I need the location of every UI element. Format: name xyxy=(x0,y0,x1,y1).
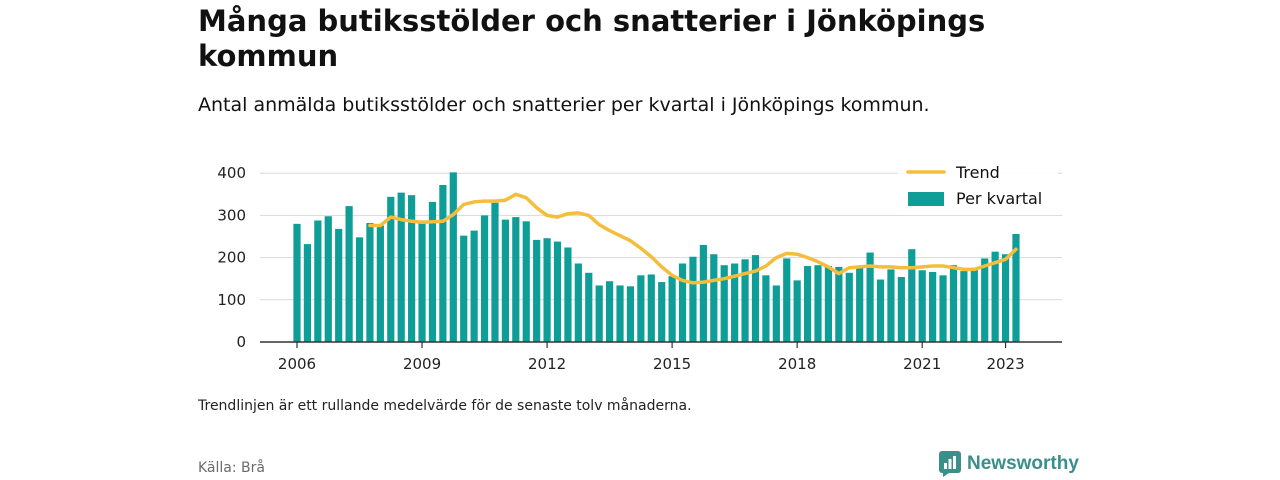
bar xyxy=(543,238,551,342)
bar xyxy=(533,239,541,342)
bar xyxy=(574,263,582,342)
bar xyxy=(1012,233,1020,342)
bar xyxy=(428,201,437,342)
bar xyxy=(762,275,770,342)
bar xyxy=(366,222,374,342)
bar xyxy=(803,266,812,342)
bar xyxy=(918,270,926,342)
bar xyxy=(460,235,468,342)
bar xyxy=(553,241,562,342)
x-tick-label: 2006 xyxy=(278,355,316,373)
bar xyxy=(647,274,655,342)
x-tick-label: 2023 xyxy=(986,355,1024,373)
bar xyxy=(876,279,885,342)
source-text: Källa: Brå xyxy=(198,460,265,476)
bar xyxy=(970,267,978,342)
bar xyxy=(345,206,353,342)
bar xyxy=(678,263,687,342)
bar xyxy=(668,276,676,342)
bar xyxy=(376,225,384,342)
bar xyxy=(324,216,332,342)
newsworthy-logo-icon xyxy=(939,451,961,477)
bar xyxy=(710,254,718,342)
bar xyxy=(512,217,520,342)
y-tick-label: 400 xyxy=(217,164,246,182)
bar-series xyxy=(293,172,1020,342)
bar xyxy=(335,228,343,342)
bar xyxy=(470,230,478,342)
bar xyxy=(689,256,697,342)
bar xyxy=(981,258,989,342)
bar xyxy=(960,271,968,342)
bar xyxy=(491,202,499,342)
legend-trend-label: Trend xyxy=(955,163,1000,182)
bar xyxy=(595,285,603,342)
bar xyxy=(720,265,728,342)
bar xyxy=(314,220,322,342)
bar xyxy=(449,172,457,342)
bar xyxy=(480,215,489,342)
bar xyxy=(355,237,364,342)
bar xyxy=(939,275,947,342)
bar xyxy=(387,196,395,342)
y-tick-label: 300 xyxy=(217,206,246,224)
bar xyxy=(658,282,666,342)
brand-name: Newsworthy xyxy=(967,453,1079,474)
chart-subtitle: Antal anmälda butiksstölder och snatteri… xyxy=(198,94,930,116)
bar xyxy=(783,258,791,342)
bar xyxy=(856,266,864,342)
footnote: Trendlinjen är ett rullande medelvärde f… xyxy=(198,398,692,414)
bar xyxy=(418,220,426,342)
bar xyxy=(501,219,509,342)
trend-line xyxy=(368,192,1018,285)
bar xyxy=(835,266,843,342)
x-tick-label: 2009 xyxy=(403,355,441,373)
bar xyxy=(637,275,645,342)
bar xyxy=(585,272,593,342)
x-axis-ticks: 2006 2009 2012 2015 2018 2021 2023 xyxy=(278,342,1025,373)
legend-bar-swatch xyxy=(908,192,944,206)
bar xyxy=(626,286,635,342)
bar xyxy=(439,185,447,342)
bar xyxy=(616,285,624,342)
x-tick-label: 2012 xyxy=(528,355,566,373)
bar xyxy=(929,271,937,342)
bar xyxy=(408,195,416,342)
bar xyxy=(293,223,301,342)
bar xyxy=(814,265,822,342)
bar xyxy=(866,252,874,342)
bar xyxy=(741,259,749,342)
bar xyxy=(1001,254,1010,342)
brand-logo: Newsworthy xyxy=(939,451,1079,477)
bar xyxy=(824,266,833,342)
legend: Trend Per kvartal xyxy=(898,157,1058,215)
bar xyxy=(751,255,760,342)
x-tick-label: 2015 xyxy=(653,355,691,373)
legend-bar-label: Per kvartal xyxy=(956,189,1042,208)
bar xyxy=(887,269,895,342)
y-axis-ticks: 0 100 200 300 400 xyxy=(217,164,246,351)
bar xyxy=(699,244,707,342)
bar xyxy=(606,281,614,342)
y-tick-label: 100 xyxy=(217,291,246,309)
bar xyxy=(897,277,905,342)
y-tick-label: 0 xyxy=(236,333,246,351)
bar xyxy=(397,192,405,342)
bar xyxy=(522,221,530,342)
bar xyxy=(845,272,853,342)
bar xyxy=(772,285,780,342)
y-tick-label: 200 xyxy=(217,249,246,267)
bar xyxy=(731,263,739,342)
bar xyxy=(949,265,958,342)
bar xyxy=(991,251,999,342)
x-tick-label: 2018 xyxy=(778,355,816,373)
bar xyxy=(793,280,801,342)
bar xyxy=(303,244,312,342)
x-tick-label: 2021 xyxy=(903,355,941,373)
chart-title: Många butiksstölder och snatterier i Jön… xyxy=(198,4,986,73)
bar xyxy=(908,249,916,342)
bar xyxy=(564,247,572,342)
